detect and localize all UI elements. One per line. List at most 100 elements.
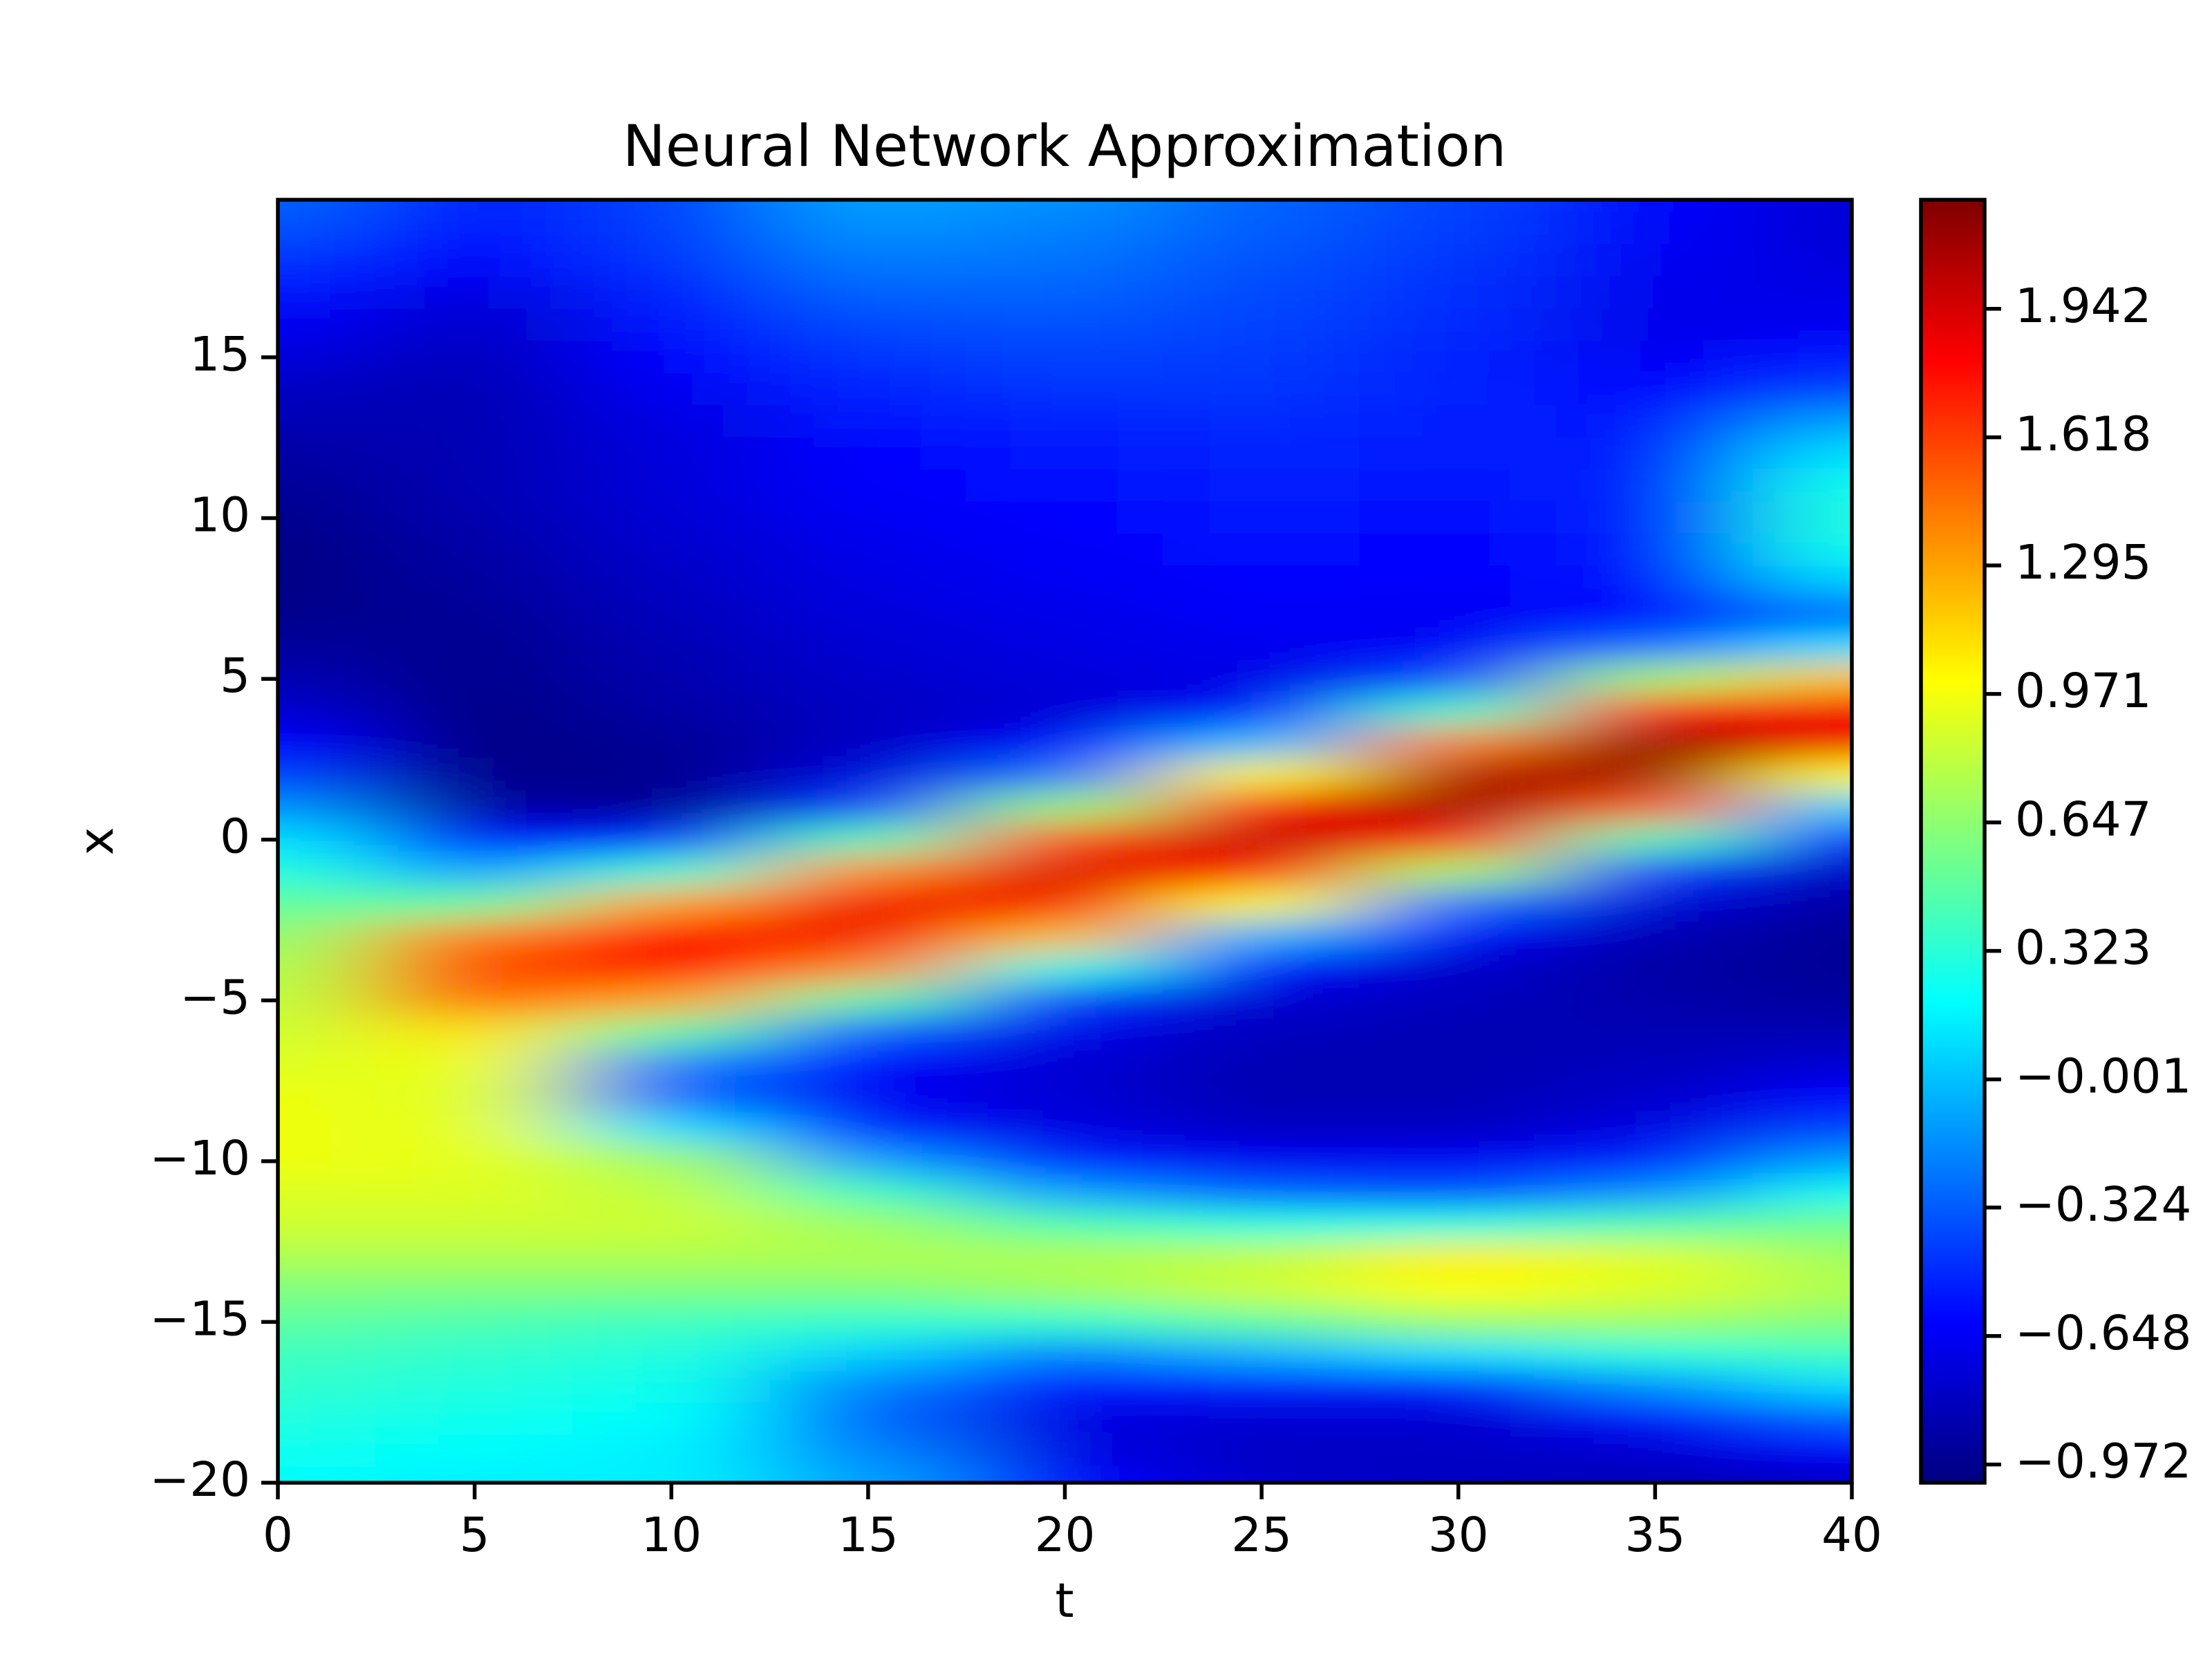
heatmap-cell: [375, 340, 574, 375]
heatmap-cell: [278, 662, 377, 696]
heatmap-cell: [1752, 1337, 1852, 1371]
heatmap-cell: [572, 469, 771, 503]
x-tick-label: 30: [1428, 1508, 1489, 1563]
heatmap-cell: [769, 630, 968, 664]
heatmap-cell: [572, 790, 771, 825]
heatmap-cell: [1359, 1177, 1558, 1210]
heatmap-cell: [572, 404, 771, 439]
chart-title: Neural Network Approximation: [623, 113, 1507, 180]
heatmap-cell: [375, 1177, 574, 1210]
heatmap-cell: [1752, 469, 1852, 503]
heatmap-cell: [375, 1144, 574, 1179]
heatmap-cell: [278, 565, 377, 599]
heatmap-cell: [1752, 1048, 1852, 1082]
heatmap-cell: [1359, 790, 1558, 825]
heatmap-cell: [375, 1401, 574, 1436]
heatmap-cell: [1556, 1241, 1754, 1275]
heatmap-cell: [1359, 565, 1558, 599]
heatmap-cell: [1752, 1369, 1852, 1403]
heatmap-cell: [1162, 694, 1361, 728]
heatmap-cell: [1162, 1177, 1361, 1210]
heatmap-cell: [572, 1208, 771, 1243]
heatmap-cell: [375, 1112, 574, 1146]
heatmap-cell: [966, 983, 1164, 1018]
heatmap-cell: [1359, 212, 1558, 246]
heatmap-cell: [572, 662, 771, 696]
heatmap-cell: [769, 276, 968, 310]
heatmap-cell: [572, 597, 771, 632]
heatmap-cell: [1752, 1080, 1852, 1114]
heatmap-cell: [1556, 373, 1754, 406]
heatmap-cell: [1359, 823, 1558, 856]
heatmap-cell: [769, 951, 968, 985]
heatmap-cell: [1162, 276, 1361, 310]
heatmap-cell: [769, 404, 968, 439]
heatmap-cell: [1162, 404, 1361, 439]
heatmap-cell: [1752, 404, 1852, 439]
heatmap-cell: [966, 1305, 1164, 1339]
heatmap-cell: [1752, 212, 1852, 246]
heatmap-cell: [375, 790, 574, 825]
heatmap-cell: [769, 1241, 968, 1275]
heatmap-cell: [1162, 1080, 1361, 1114]
heatmap-cell: [278, 823, 377, 856]
heatmap-cell: [1162, 1369, 1361, 1403]
heatmap-cell: [966, 1401, 1164, 1436]
heatmap-cell: [375, 1015, 574, 1050]
heatmap-cell: [966, 726, 1164, 760]
heatmap-cell: [1359, 951, 1558, 985]
heatmap-cell: [1556, 437, 1754, 471]
heatmap-cell: [1752, 565, 1852, 599]
heatmap-cell: [769, 919, 968, 953]
heatmap-cell: [1556, 308, 1754, 342]
heatmap-cell: [278, 308, 377, 342]
heatmap-cell: [1162, 790, 1361, 825]
heatmap-cell: [769, 340, 968, 375]
heatmap-cell: [1359, 726, 1558, 760]
x-tick-label: 0: [263, 1508, 293, 1563]
heatmap-cell: [966, 1337, 1164, 1371]
colorbar-tick-label: 0.323: [2015, 921, 2152, 976]
heatmap-cell: [966, 244, 1164, 278]
heatmap-cell: [1752, 983, 1852, 1018]
heatmap-cell: [1752, 887, 1852, 921]
heatmap-cell: [966, 887, 1164, 921]
colorbar: [1919, 198, 1987, 1485]
heatmap-cell: [1556, 887, 1754, 921]
heatmap-cell: [1162, 854, 1361, 889]
heatmap-cell: [572, 437, 771, 471]
heatmap-cell: [1556, 1144, 1754, 1179]
heatmap-cell: [1162, 437, 1361, 471]
heatmap-cell: [1162, 1241, 1361, 1275]
heatmap-cell: [572, 1401, 771, 1436]
heatmap-cell: [1752, 758, 1852, 792]
heatmap-cell: [1556, 1465, 1754, 1483]
heatmap-cell: [1752, 276, 1852, 310]
heatmap-cell: [1752, 308, 1852, 342]
heatmap-cell: [375, 597, 574, 632]
heatmap-cell: [1162, 501, 1361, 535]
heatmap-cell: [1752, 1465, 1852, 1483]
y-tick-label: 10: [189, 488, 250, 543]
heatmap-cell: [769, 212, 968, 246]
heatmap-cell: [769, 790, 968, 825]
heatmap-cell: [1752, 597, 1852, 632]
heatmap-cell: [1752, 1177, 1852, 1210]
heatmap-cell: [769, 437, 968, 471]
heatmap-cell: [1162, 630, 1361, 664]
heatmap-cell: [769, 1465, 968, 1483]
heatmap-cell: [1359, 1144, 1558, 1179]
heatmap-cell: [572, 951, 771, 985]
heatmap-cell: [1162, 983, 1361, 1018]
colorbar-tick-label: 0.971: [2015, 664, 2152, 719]
heatmap-cell: [375, 823, 574, 856]
heatmap-cell: [1556, 726, 1754, 760]
heatmap-cell: [278, 758, 377, 792]
heatmap-cell: [278, 437, 377, 471]
heatmap-cell: [1162, 726, 1361, 760]
heatmap-cell: [278, 501, 377, 535]
heatmap-cell: [375, 1434, 574, 1468]
heatmap-cell: [1556, 662, 1754, 696]
heatmap-cell: [1556, 1273, 1754, 1307]
